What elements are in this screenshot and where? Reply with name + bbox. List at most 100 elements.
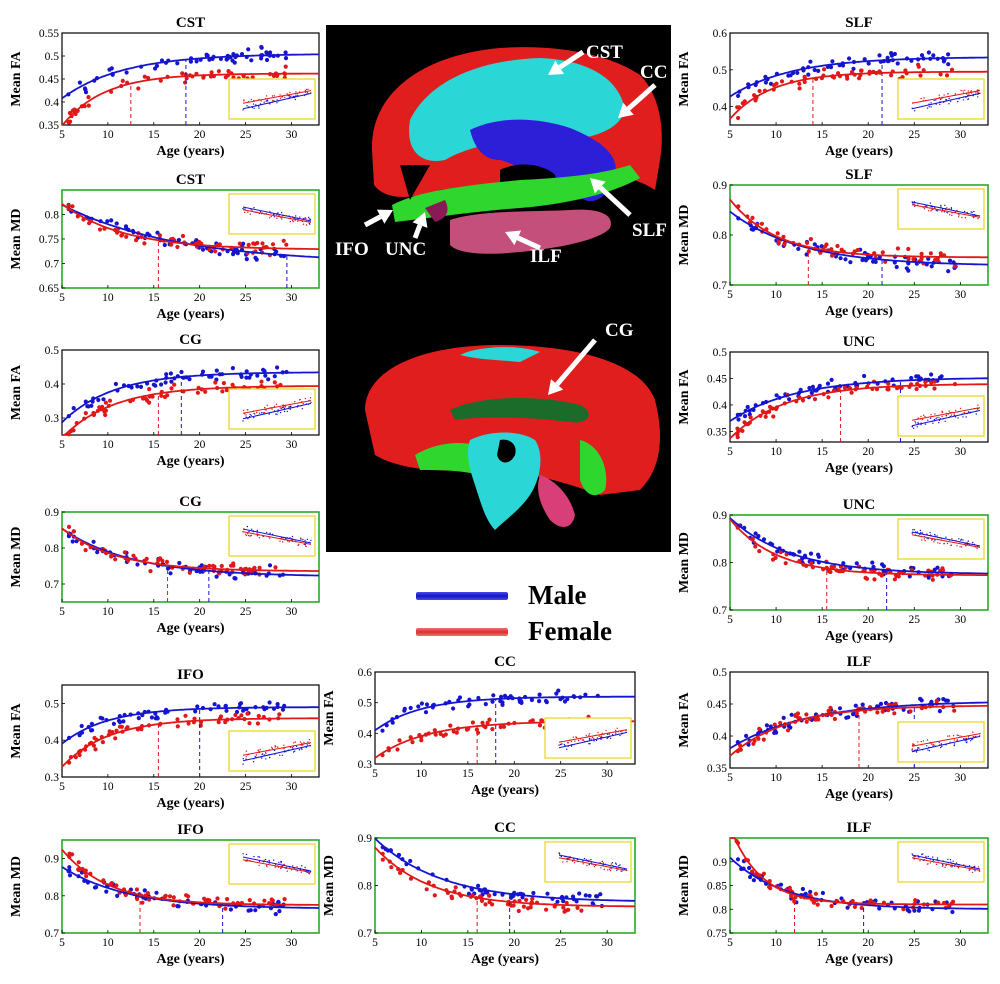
inset-point	[302, 403, 304, 405]
female-point	[223, 906, 228, 911]
male-point	[164, 372, 169, 377]
inset-point	[300, 871, 302, 873]
arrow-cg	[555, 338, 597, 386]
inset-point	[955, 409, 957, 412]
inset-male-line	[242, 744, 312, 762]
male-point	[228, 907, 233, 912]
x-tick-label: 5	[727, 129, 733, 141]
female-point	[156, 558, 161, 563]
female-point	[230, 382, 235, 387]
male-point	[121, 719, 126, 724]
inset-point	[567, 742, 570, 744]
inset-point	[279, 411, 282, 414]
female-point	[804, 719, 809, 724]
female-point	[172, 382, 177, 387]
chart-title: CG	[179, 494, 202, 510]
inset-point	[954, 93, 957, 95]
inset-point	[969, 868, 971, 871]
female-point	[849, 70, 855, 75]
inset-point	[911, 748, 913, 750]
inset-point	[956, 734, 958, 736]
inset-point	[249, 413, 251, 416]
male-point	[583, 692, 588, 697]
female-point	[453, 885, 458, 890]
female-point	[97, 227, 103, 232]
inset-male-line	[911, 201, 981, 217]
inset-point	[281, 218, 283, 220]
inset-point	[243, 99, 245, 101]
inset-point	[242, 758, 244, 760]
inset-point	[920, 415, 922, 418]
female-point	[829, 903, 834, 909]
inset-point	[250, 414, 252, 417]
x-axis-label: Age (years)	[156, 796, 224, 811]
x-tick-label: 15	[816, 289, 828, 301]
y-tick-label: 0.6	[713, 28, 728, 40]
female-point	[86, 103, 91, 108]
female-point	[895, 246, 901, 251]
inset-point	[265, 864, 268, 867]
inset-point	[606, 733, 609, 735]
inset-point	[295, 215, 297, 217]
female-point	[889, 73, 894, 78]
female-point	[192, 716, 197, 721]
male-point	[786, 73, 791, 78]
y-tick-label: 0.7	[713, 280, 728, 292]
inset-frame	[228, 730, 316, 772]
inset-plot	[544, 717, 632, 759]
male-point	[224, 708, 229, 713]
inset-point	[289, 96, 291, 98]
female-point	[742, 420, 747, 425]
inset-point	[269, 537, 271, 539]
female-point	[544, 907, 549, 912]
female-point	[169, 242, 174, 247]
inset-point	[616, 727, 618, 729]
inset-point	[590, 859, 592, 861]
male-point	[919, 53, 925, 58]
male-point	[598, 892, 603, 897]
x-tick-label: 25	[909, 614, 921, 626]
inset-frame	[228, 515, 316, 557]
inset-point	[301, 742, 303, 744]
x-tick-label: 5	[59, 937, 65, 949]
female-point	[809, 561, 814, 566]
male-point	[745, 404, 750, 410]
x-tick-label: 20	[194, 781, 206, 793]
inset-point	[289, 221, 291, 223]
inset-point	[913, 743, 915, 746]
inset-point	[589, 743, 591, 745]
male-point	[457, 695, 463, 700]
x-tick-label: 10	[416, 768, 428, 780]
inset-point	[977, 96, 979, 98]
female-point	[67, 110, 72, 116]
inset-point	[253, 107, 255, 110]
male-point	[90, 728, 95, 733]
female-point	[216, 720, 221, 725]
female-point	[896, 574, 901, 579]
male-point	[476, 883, 481, 889]
female-point	[776, 241, 781, 246]
inset-point	[924, 205, 927, 207]
inset-point	[271, 408, 273, 410]
female-point	[785, 728, 791, 733]
female-point	[136, 86, 141, 91]
female-point	[934, 698, 939, 703]
female-point	[855, 247, 860, 253]
male-point	[774, 393, 779, 398]
male-point	[67, 865, 72, 870]
inset-point	[915, 751, 918, 753]
female-point	[91, 743, 96, 748]
female-point	[70, 204, 75, 209]
y-tick-label: 0.85	[707, 881, 727, 893]
male-point	[230, 58, 235, 63]
female-point	[203, 389, 208, 394]
inset-point	[965, 545, 967, 547]
female-point	[260, 241, 265, 246]
inset-point	[916, 426, 918, 428]
inset-point	[941, 863, 944, 866]
inset-point	[290, 95, 292, 97]
arrowhead-cst	[548, 60, 565, 75]
y-tick-label: 0.7	[45, 579, 60, 591]
inset-point	[598, 735, 600, 737]
inset-female-line	[558, 857, 628, 871]
